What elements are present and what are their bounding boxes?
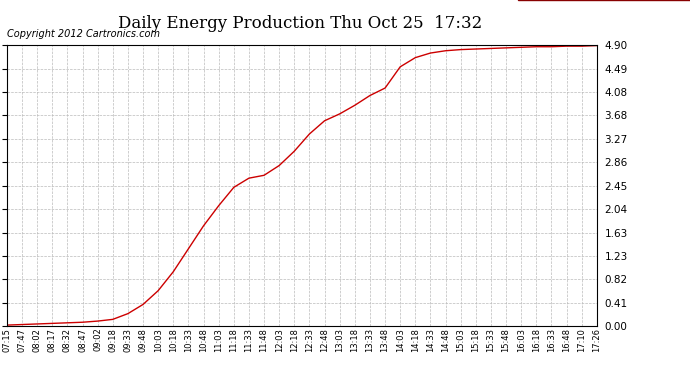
Text: Copyright 2012 Cartronics.com: Copyright 2012 Cartronics.com <box>7 29 160 39</box>
Text: Daily Energy Production Thu Oct 25  17:32: Daily Energy Production Thu Oct 25 17:32 <box>118 15 482 32</box>
